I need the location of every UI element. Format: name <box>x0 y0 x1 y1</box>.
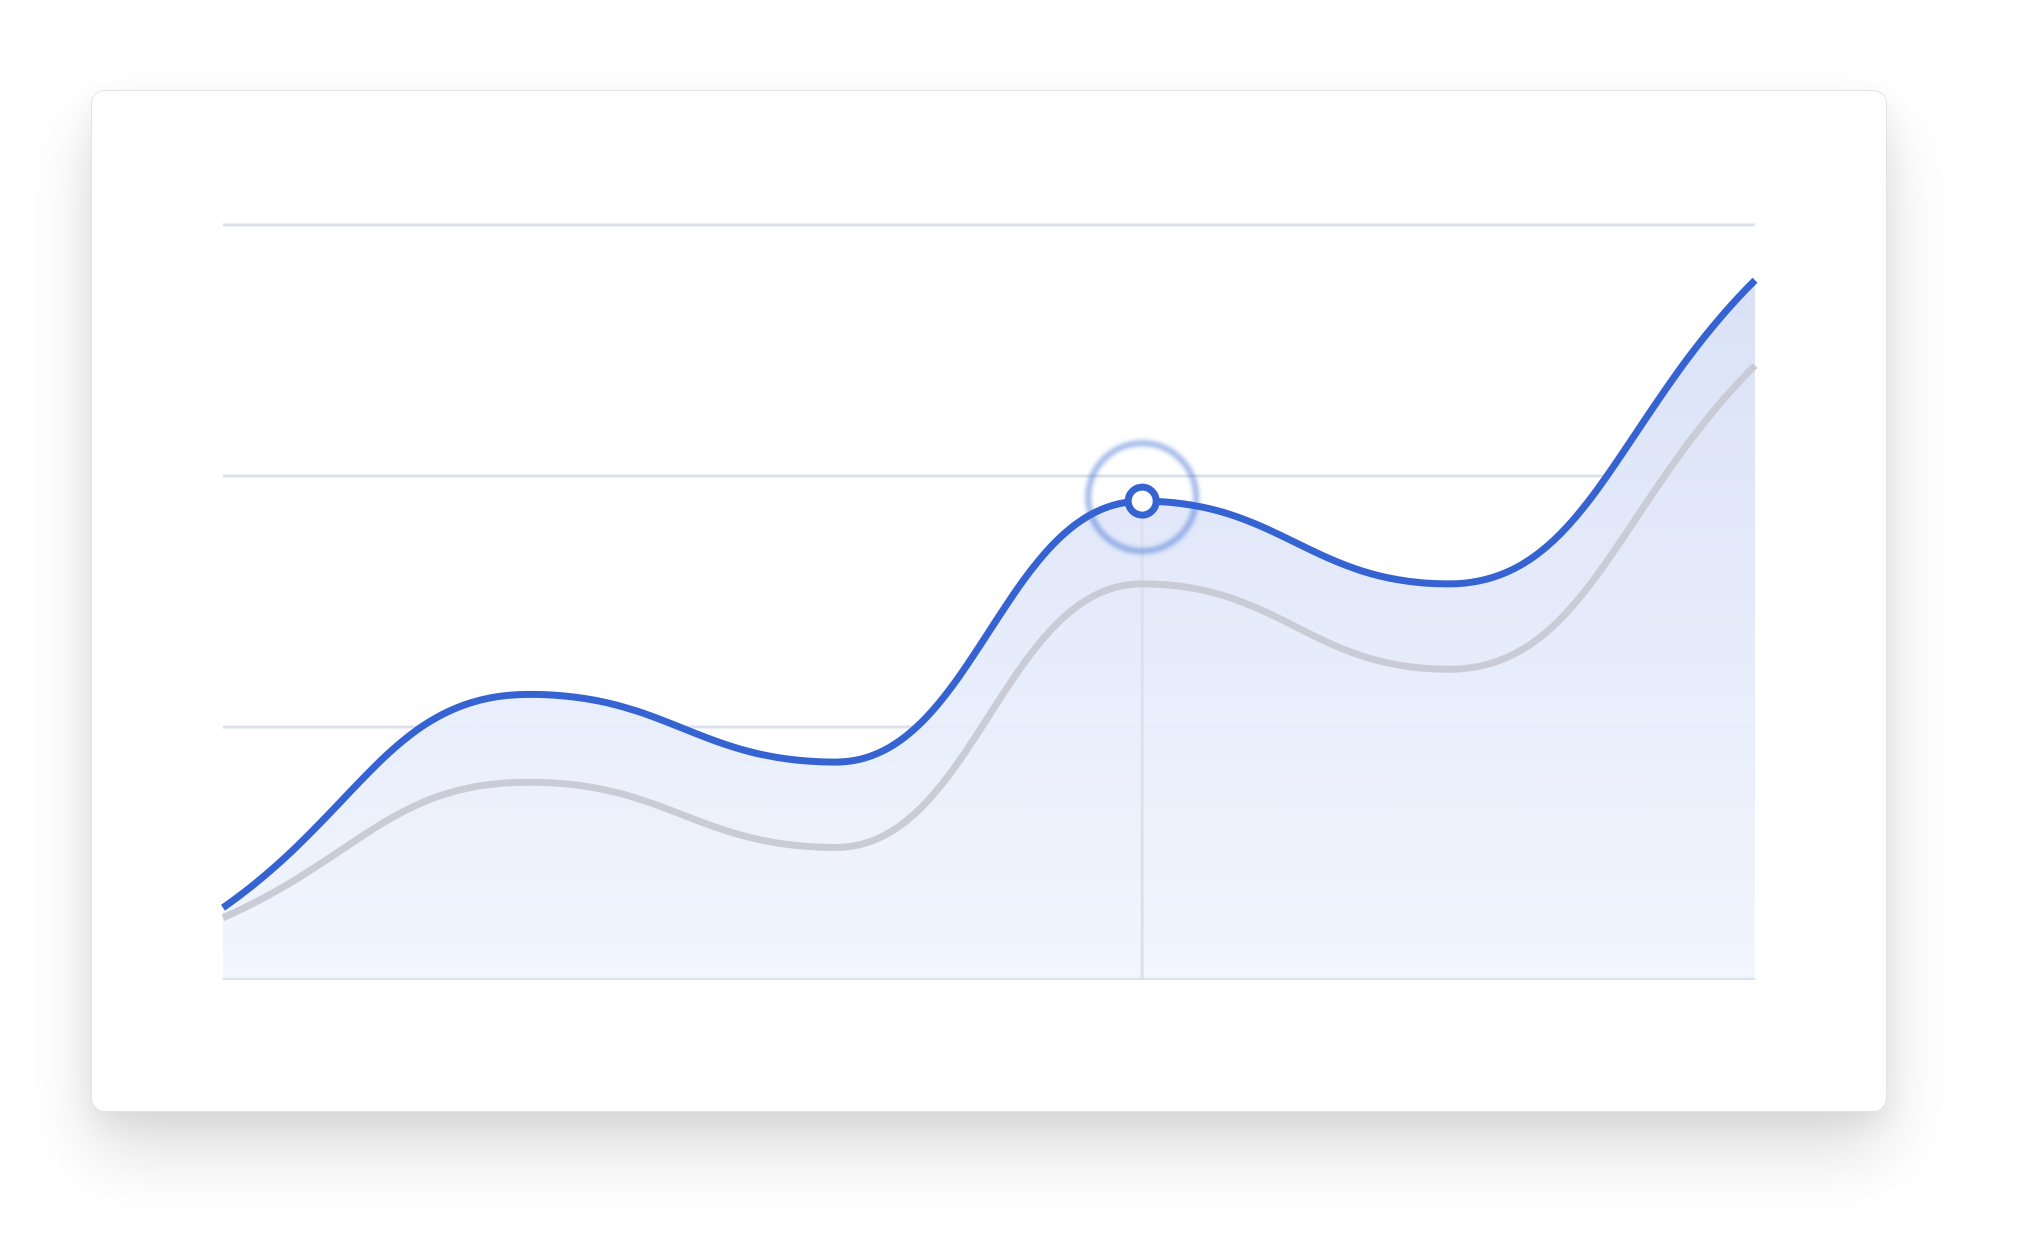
series-0-area <box>223 280 1755 979</box>
series-1-line <box>221 363 1758 921</box>
highlight-halo <box>1085 440 1200 555</box>
highlight-marker-layer[interactable] <box>1085 440 1200 555</box>
highlight-point[interactable] <box>1124 483 1160 519</box>
series-0-line <box>220 277 1758 911</box>
area-fill-layer <box>223 280 1755 979</box>
series-layer <box>220 277 1758 921</box>
